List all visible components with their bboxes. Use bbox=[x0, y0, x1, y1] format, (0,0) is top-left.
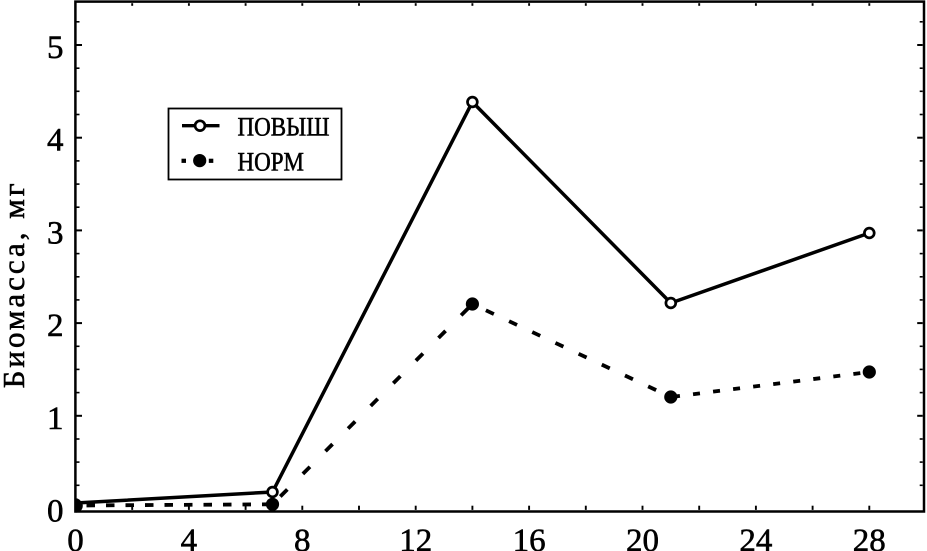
svg-text:20: 20 bbox=[626, 523, 659, 551]
svg-text:4: 4 bbox=[47, 123, 64, 159]
svg-text:28: 28 bbox=[853, 523, 886, 551]
svg-text:2: 2 bbox=[47, 308, 64, 344]
svg-text:0: 0 bbox=[47, 494, 64, 530]
svg-text:8: 8 bbox=[294, 523, 311, 551]
svg-text:16: 16 bbox=[513, 523, 546, 551]
svg-text:Биомасса, мг: Биомасса, мг bbox=[0, 180, 31, 388]
svg-text:5: 5 bbox=[47, 30, 64, 66]
svg-text:4: 4 bbox=[181, 523, 198, 551]
svg-text:ПОВЫШ: ПОВЫШ bbox=[238, 113, 330, 142]
svg-text:1: 1 bbox=[47, 401, 64, 437]
svg-text:НОРМ: НОРМ bbox=[238, 148, 305, 177]
svg-text:0: 0 bbox=[67, 523, 84, 551]
svg-text:3: 3 bbox=[47, 215, 64, 251]
svg-text:24: 24 bbox=[739, 523, 772, 551]
svg-text:12: 12 bbox=[399, 523, 432, 551]
